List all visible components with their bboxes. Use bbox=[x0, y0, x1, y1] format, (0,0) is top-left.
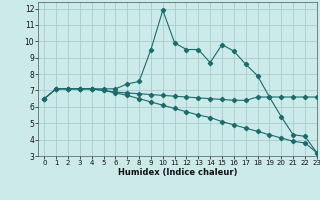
X-axis label: Humidex (Indice chaleur): Humidex (Indice chaleur) bbox=[118, 168, 237, 177]
